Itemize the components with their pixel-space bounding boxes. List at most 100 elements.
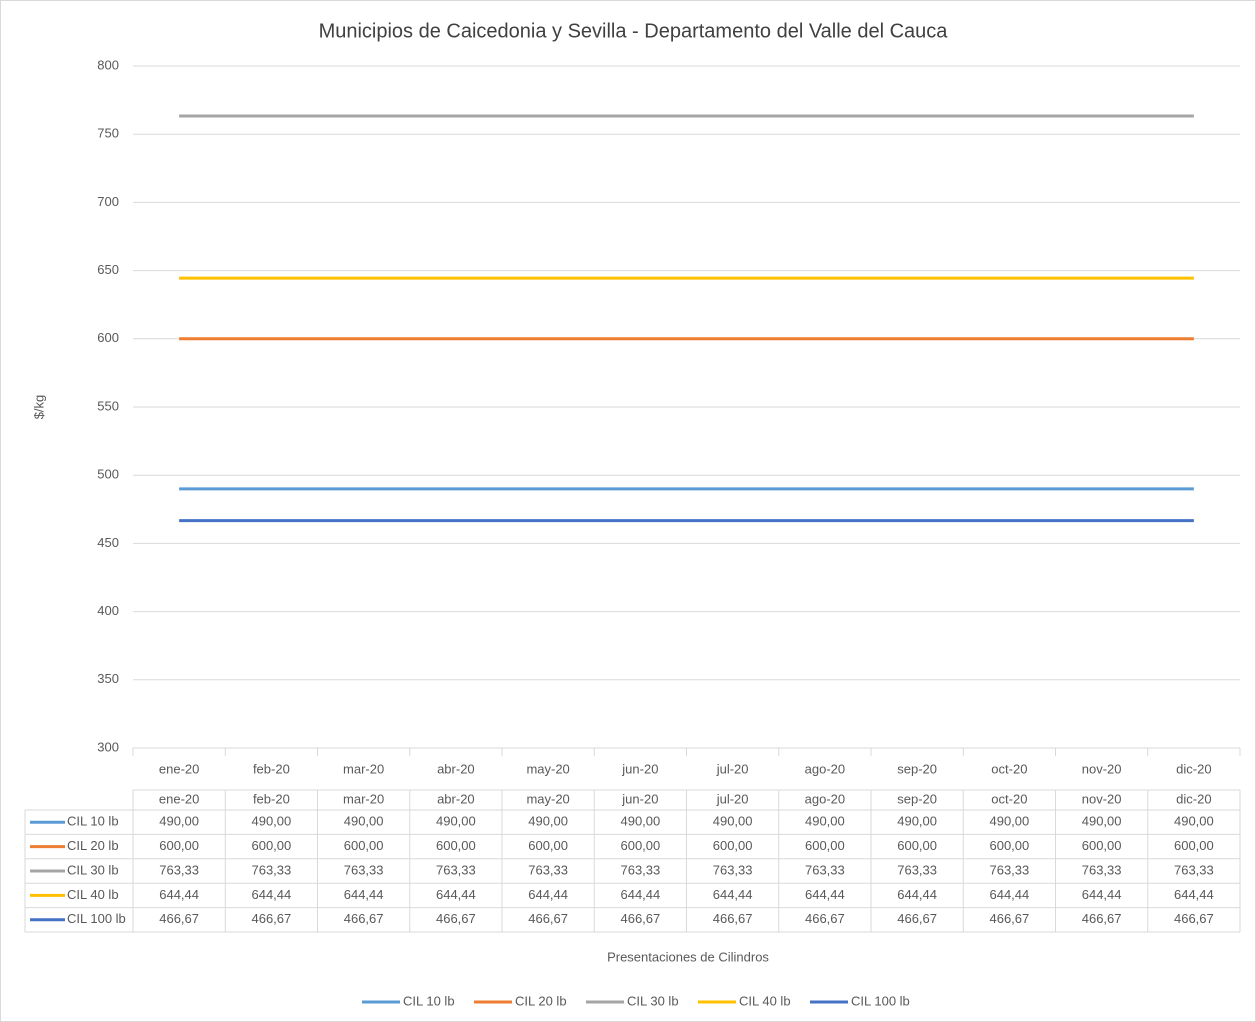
y-tick-label: 600 (97, 330, 119, 345)
table-cell: 600,00 (1082, 838, 1122, 853)
table-cell: 600,00 (159, 838, 199, 853)
table-cell: 644,44 (344, 887, 384, 902)
table-cell: 644,44 (1082, 887, 1122, 902)
table-cell: 763,33 (528, 862, 568, 877)
table-cell: 466,67 (620, 911, 660, 926)
y-tick-label: 750 (97, 126, 119, 141)
chart-title: Municipios de Caicedonia y Sevilla - Dep… (319, 20, 949, 42)
table-cell: 644,44 (528, 887, 568, 902)
x-axis-title: Presentaciones de Cilindros (607, 949, 769, 964)
table-cell: 466,67 (713, 911, 753, 926)
table-header: oct-20 (991, 791, 1027, 806)
y-tick-label: 400 (97, 603, 119, 618)
table-cell: 644,44 (897, 887, 937, 902)
legend-label: CIL 10 lb (403, 993, 455, 1008)
table-cell: 600,00 (344, 838, 384, 853)
table-cell: 763,33 (989, 862, 1029, 877)
table-cell: 466,67 (344, 911, 384, 926)
y-axis-title: $/kg (31, 395, 46, 420)
y-tick-label: 300 (97, 739, 119, 754)
table-cell: 644,44 (159, 887, 199, 902)
legend-label: CIL 40 lb (739, 993, 791, 1008)
table-header: ene-20 (159, 791, 199, 806)
table-row-label: CIL 30 lb (67, 862, 119, 877)
table-cell: 490,00 (528, 814, 568, 829)
table-cell: 466,67 (805, 911, 845, 926)
table-cell: 490,00 (1082, 814, 1122, 829)
y-tick-label: 650 (97, 262, 119, 277)
x-tick-label: may-20 (526, 761, 569, 776)
table-row-label: CIL 20 lb (67, 838, 119, 853)
table-cell: 600,00 (1174, 838, 1214, 853)
table-header: jun-20 (621, 791, 658, 806)
table-cell: 763,33 (344, 862, 384, 877)
table-cell: 600,00 (620, 838, 660, 853)
legend-label: CIL 100 lb (851, 993, 910, 1008)
table-cell: 600,00 (251, 838, 291, 853)
table-header: feb-20 (253, 791, 290, 806)
x-tick-label: mar-20 (343, 761, 384, 776)
table-cell: 466,67 (251, 911, 291, 926)
y-tick-label: 450 (97, 535, 119, 550)
table-cell: 490,00 (1174, 814, 1214, 829)
table-row-label: CIL 100 lb (67, 911, 126, 926)
table-cell: 763,33 (713, 862, 753, 877)
y-tick-label: 550 (97, 398, 119, 413)
y-tick-label: 700 (97, 194, 119, 209)
x-tick-label: dic-20 (1176, 761, 1211, 776)
table-cell: 644,44 (713, 887, 753, 902)
table-cell: 644,44 (620, 887, 660, 902)
table-header: abr-20 (437, 791, 475, 806)
table-row-label: CIL 40 lb (67, 887, 119, 902)
x-tick-label: sep-20 (897, 761, 937, 776)
table-cell: 763,33 (251, 862, 291, 877)
table-row-label: CIL 10 lb (67, 814, 119, 829)
table-cell: 644,44 (1174, 887, 1214, 902)
table-cell: 763,33 (805, 862, 845, 877)
table-cell: 644,44 (805, 887, 845, 902)
table-cell: 490,00 (436, 814, 476, 829)
table-cell: 466,67 (436, 911, 476, 926)
table-cell: 490,00 (159, 814, 199, 829)
table-cell: 466,67 (1082, 911, 1122, 926)
table-cell: 490,00 (713, 814, 753, 829)
table-header: dic-20 (1176, 791, 1211, 806)
y-tick-label: 500 (97, 467, 119, 482)
table-cell: 763,33 (436, 862, 476, 877)
y-tick-label: 800 (97, 57, 119, 72)
table-header: mar-20 (343, 791, 384, 806)
table-cell: 600,00 (436, 838, 476, 853)
table-header: nov-20 (1082, 791, 1122, 806)
table-cell: 466,67 (897, 911, 937, 926)
table-cell: 600,00 (528, 838, 568, 853)
table-cell: 466,67 (1174, 911, 1214, 926)
table-cell: 600,00 (713, 838, 753, 853)
table-cell: 763,33 (1082, 862, 1122, 877)
table-cell: 644,44 (251, 887, 291, 902)
table-cell: 600,00 (805, 838, 845, 853)
x-tick-label: oct-20 (991, 761, 1027, 776)
table-cell: 763,33 (1174, 862, 1214, 877)
y-tick-label: 350 (97, 671, 119, 686)
x-tick-label: jun-20 (621, 761, 658, 776)
legend-label: CIL 20 lb (515, 993, 567, 1008)
x-tick-label: abr-20 (437, 761, 475, 776)
x-tick-label: jul-20 (716, 761, 749, 776)
table-cell: 763,33 (897, 862, 937, 877)
table-cell: 763,33 (159, 862, 199, 877)
x-tick-label: ene-20 (159, 761, 199, 776)
table-header: ago-20 (805, 791, 845, 806)
legend-label: CIL 30 lb (627, 993, 679, 1008)
table-cell: 490,00 (989, 814, 1029, 829)
x-tick-label: nov-20 (1082, 761, 1122, 776)
table-header: jul-20 (716, 791, 749, 806)
table-cell: 490,00 (344, 814, 384, 829)
table-cell: 600,00 (989, 838, 1029, 853)
table-cell: 644,44 (989, 887, 1029, 902)
table-header: sep-20 (897, 791, 937, 806)
table-header: may-20 (526, 791, 569, 806)
table-cell: 466,67 (528, 911, 568, 926)
table-cell: 490,00 (805, 814, 845, 829)
